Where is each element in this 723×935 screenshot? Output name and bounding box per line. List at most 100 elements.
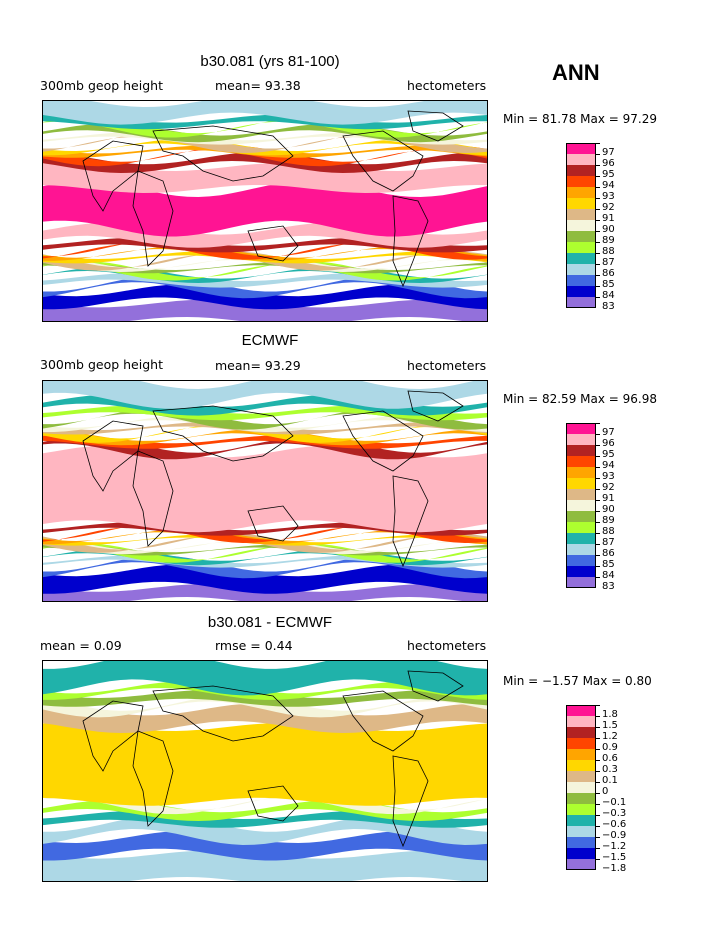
colorbar-label: 95 (602, 449, 615, 460)
colorbar-swatch (566, 286, 596, 297)
colorbar-label: −1.5 (602, 852, 627, 863)
colorbar-label: 95 (602, 169, 615, 180)
coastline (152, 125, 294, 182)
colorbar-tick (596, 782, 600, 783)
colorbar-swatch (566, 544, 596, 555)
colorbar-label: 0.9 (602, 742, 618, 753)
colorbar-tick (596, 826, 600, 827)
colorbar-swatch (566, 782, 596, 793)
colorbar-frame (566, 143, 596, 308)
coastline (247, 785, 299, 822)
contour-band (43, 436, 487, 460)
panel-3-title: b30.081 - ECMWF (207, 614, 333, 631)
colorbar-label: 84 (602, 290, 615, 301)
colorbar-label: −0.9 (602, 830, 627, 841)
colorbar-tick (596, 264, 600, 265)
colorbar-swatch (566, 253, 596, 264)
panel-1-title: b30.081 (yrs 81-100) (200, 53, 340, 70)
colorbar-tick (596, 297, 600, 298)
colorbar-tick (596, 705, 600, 706)
colorbar-swatch (566, 511, 596, 522)
coastline (82, 420, 144, 492)
colorbar-tick (596, 489, 600, 490)
colorbar-swatch (566, 297, 596, 308)
contour-band (43, 240, 487, 260)
colorbar-tick (596, 456, 600, 457)
colorbar-tick (596, 815, 600, 816)
colorbar-swatch (566, 198, 596, 209)
colorbar-tick (596, 555, 600, 556)
colorbar-label: 86 (602, 548, 615, 559)
colorbar-label: −0.6 (602, 819, 627, 830)
colorbar-swatch (566, 716, 596, 727)
panel-1-colorbar: 97 96 95 94 93 92 91 90 89 88 87 86 85 84 83 (566, 143, 646, 319)
colorbar-swatch (566, 522, 596, 533)
contour-band (43, 831, 487, 861)
colorbar-swatch (566, 738, 596, 749)
contour-band (43, 543, 487, 563)
colorbar-swatch (566, 533, 596, 544)
colorbar-tick (596, 533, 600, 534)
colorbar-swatch (566, 423, 596, 434)
contour-band (43, 415, 487, 432)
coastline (247, 225, 299, 262)
colorbar-tick (596, 198, 600, 199)
colorbar-label: 0.1 (602, 775, 618, 786)
panel-1-field-label: 300mb geop height (40, 78, 163, 93)
colorbar-swatch (566, 445, 596, 456)
colorbar-tick (596, 242, 600, 243)
colorbar-swatch (566, 771, 596, 782)
colorbar-swatch (566, 760, 596, 771)
contour-band (43, 694, 487, 718)
colorbar-swatch (566, 837, 596, 848)
colorbar-tick (596, 771, 600, 772)
colorbar-swatch (566, 220, 596, 231)
colorbar-swatch (566, 242, 596, 253)
coastline (82, 140, 144, 212)
panel-3-units-label: hectometers (407, 638, 487, 653)
colorbar-tick (596, 738, 600, 739)
colorbar-label: 0 (602, 786, 609, 797)
contour-band (43, 544, 487, 556)
colorbar-swatch (566, 566, 596, 577)
colorbar-tick (596, 760, 600, 761)
colorbar-label: 88 (602, 526, 615, 537)
coastline (152, 405, 294, 462)
colorbar-label: −0.3 (602, 808, 627, 819)
colorbar-label: 88 (602, 246, 615, 257)
panel-2-contour-plot (43, 381, 487, 601)
colorbar-swatch (566, 456, 596, 467)
colorbar-swatch (566, 749, 596, 760)
colorbar-label: 83 (602, 581, 615, 592)
colorbar-label: 97 (602, 427, 615, 438)
colorbar-label: 0.6 (602, 753, 618, 764)
colorbar-label: 85 (602, 279, 615, 290)
coastline (342, 130, 424, 192)
contour-band (43, 428, 487, 446)
contour-band (43, 262, 487, 274)
colorbar-frame (566, 423, 596, 588)
colorbar-label: 85 (602, 559, 615, 570)
colorbar-label: 84 (602, 570, 615, 581)
contour-band (43, 139, 487, 156)
colorbar-swatch (566, 489, 596, 500)
colorbar-tick (596, 749, 600, 750)
colorbar-label: 93 (602, 191, 615, 202)
panel-3-map (42, 660, 488, 882)
colorbar-swatch (566, 555, 596, 566)
colorbar-swatch (566, 143, 596, 154)
contour-band (43, 435, 487, 449)
panel-2-title: ECMWF (241, 332, 299, 349)
colorbar-tick (596, 467, 600, 468)
colorbar-swatch (566, 500, 596, 511)
colorbar-swatch (566, 165, 596, 176)
colorbar-tick (596, 577, 600, 578)
panel-3-colorbar: 1.8 1.5 1.2 0.9 0.6 0.3 0.1 0 −0.1 −0.3 −0.6 −0.9 −1… (566, 705, 646, 881)
colorbar-tick (596, 544, 600, 545)
panel-2-map (42, 380, 488, 602)
panel-2-mean-label: mean= 93.29 (215, 358, 301, 373)
contour-band (43, 703, 487, 733)
coastline (392, 195, 429, 288)
colorbar-swatch (566, 154, 596, 165)
coastline (247, 505, 299, 542)
